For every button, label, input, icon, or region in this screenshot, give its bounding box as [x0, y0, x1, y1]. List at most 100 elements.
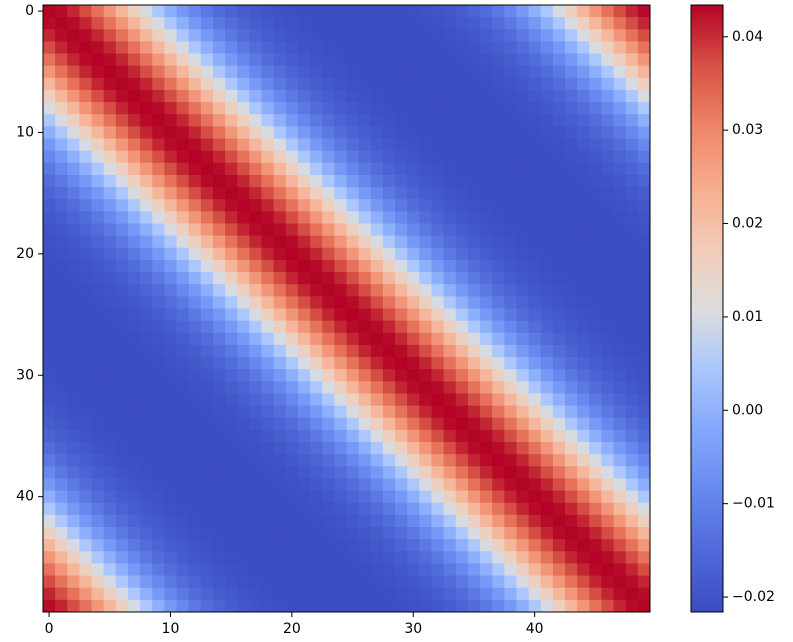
cell — [334, 29, 347, 42]
cell — [492, 405, 505, 419]
cell — [237, 211, 250, 224]
cell — [552, 126, 566, 139]
cell — [200, 187, 214, 200]
cell — [346, 539, 360, 552]
cell — [79, 417, 92, 431]
cell — [480, 187, 493, 200]
cell — [540, 490, 554, 504]
cell — [540, 478, 554, 491]
cell — [55, 332, 68, 346]
cell — [637, 429, 651, 443]
cell — [79, 29, 92, 42]
cell — [552, 138, 566, 152]
cell — [91, 102, 105, 115]
cell — [67, 284, 80, 297]
cell — [164, 575, 177, 589]
cell — [577, 490, 590, 504]
cell — [115, 551, 129, 564]
cell — [480, 126, 493, 139]
cell — [480, 478, 493, 491]
cell — [249, 563, 262, 576]
cell — [467, 272, 481, 285]
cell — [589, 247, 602, 261]
cell — [516, 77, 529, 91]
cell — [261, 393, 275, 407]
cell — [91, 429, 105, 443]
cell — [310, 527, 323, 540]
cell — [455, 478, 469, 491]
cell — [140, 502, 153, 516]
cell — [200, 235, 214, 249]
cell — [480, 587, 493, 601]
cell — [382, 5, 396, 18]
cell — [103, 235, 117, 249]
cell — [625, 126, 639, 139]
cell — [504, 89, 517, 103]
cell — [419, 527, 432, 540]
cell — [565, 551, 578, 564]
cell — [188, 259, 202, 273]
cell — [480, 77, 493, 91]
cell — [140, 5, 153, 18]
cell — [273, 162, 287, 176]
cell — [127, 187, 141, 200]
cell — [127, 65, 141, 79]
cell — [480, 393, 493, 407]
cell — [625, 599, 639, 613]
cell — [43, 89, 56, 103]
cell — [188, 211, 202, 224]
cell — [164, 417, 177, 431]
cell — [613, 162, 627, 176]
cell — [382, 53, 396, 67]
cell — [492, 150, 505, 164]
cell — [528, 429, 542, 443]
cell — [443, 587, 457, 601]
cell — [55, 344, 68, 358]
cell — [140, 454, 153, 467]
cell — [395, 138, 408, 152]
cell — [467, 89, 481, 103]
cell — [297, 551, 311, 564]
cell — [188, 272, 202, 285]
cell — [528, 563, 542, 576]
cell — [613, 199, 627, 212]
cell — [79, 138, 92, 152]
cell — [467, 29, 481, 42]
cell — [55, 29, 68, 42]
cell — [164, 223, 177, 237]
cell — [188, 150, 202, 164]
cell — [492, 162, 505, 176]
cell — [565, 381, 578, 394]
colorbar-tick-label: 0.02 — [732, 216, 763, 232]
cell — [67, 211, 80, 224]
cell — [297, 369, 311, 382]
cell — [467, 539, 481, 552]
cell — [322, 563, 335, 576]
cell — [79, 174, 92, 188]
cell — [480, 381, 493, 394]
cell — [249, 150, 262, 164]
cell — [504, 369, 517, 382]
cell — [127, 102, 141, 115]
cell — [79, 187, 92, 200]
cell — [480, 235, 493, 249]
cell — [297, 259, 311, 273]
cell — [115, 284, 129, 297]
cell — [152, 332, 165, 346]
cell — [358, 259, 372, 273]
cell — [407, 442, 420, 455]
cell — [407, 29, 420, 42]
cell — [419, 332, 432, 346]
cell — [67, 344, 80, 358]
cell — [601, 223, 614, 237]
cell — [285, 490, 299, 504]
cell — [43, 41, 56, 54]
cell — [127, 381, 141, 394]
cell — [467, 41, 481, 54]
cell — [91, 89, 105, 103]
cell — [370, 454, 384, 467]
cell — [613, 102, 627, 115]
cell — [516, 381, 529, 394]
cell — [577, 150, 590, 164]
cell — [504, 405, 517, 419]
